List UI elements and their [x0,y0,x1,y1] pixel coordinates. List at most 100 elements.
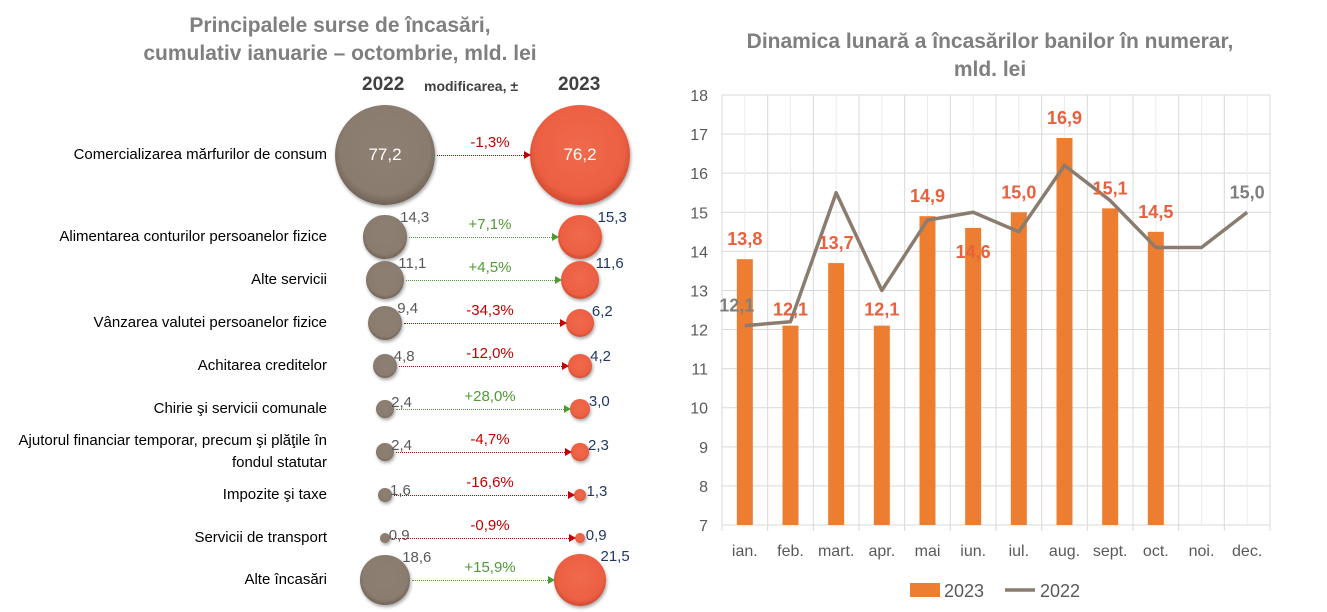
x-tick-label: iun. [960,543,986,560]
arrow-head-icon [567,491,575,499]
change-value: -12,0% [466,345,514,362]
bubble-2022 [366,261,404,299]
change-arrow-line [394,495,568,496]
change-arrow-line [405,280,555,281]
bubble-2022 [360,555,410,605]
x-tick-label: apr. [868,543,895,560]
change-value: +15,9% [464,559,516,576]
change-arrow-line [411,580,548,581]
y-tick-label: 12 [690,323,708,340]
y-tick-label: 7 [699,518,708,535]
bar-2023 [1010,212,1027,526]
category-label: Comercializarea mărfurilor de consum [73,146,327,163]
legend-label-2023: 2023 [944,581,984,601]
arrow-head-icon [568,534,576,542]
bar-data-label: 13,8 [727,229,762,249]
change-arrow-line [395,452,566,453]
x-tick-label: mai [915,543,941,560]
legend-label-2022: 2022 [1040,581,1080,601]
arrow-head-icon [565,448,573,456]
arrow-head-icon [559,319,567,327]
x-tick-label: iul. [1009,543,1029,560]
value-2022: 18,6 [402,549,432,567]
y-tick-label: 16 [690,166,708,183]
x-tick-label: feb. [777,543,804,560]
y-tick-label: 17 [690,127,708,144]
arrow-head-icon [562,362,570,370]
bubble-2023 [557,214,603,260]
change-arrow-line [399,366,563,367]
bar-data-label: 15,0 [1001,182,1036,202]
legend-swatch-2023 [910,583,940,597]
bubble-2023 [565,308,595,338]
line-data-label: 15,0 [1230,182,1265,202]
bar-data-label: 14,5 [1138,202,1173,222]
change-value: -34,3% [466,302,514,319]
arrow-head-icon [554,276,562,284]
bubble-2022 [377,487,393,503]
bar-2023 [1102,208,1119,525]
value-2022: 77,2 [368,145,402,164]
x-tick-label: dec. [1232,543,1262,560]
x-tick-label: oct. [1143,543,1169,560]
bar-2023 [965,227,982,525]
line-2022 [744,163,1249,328]
bubble-2023 [570,399,590,419]
header-2023: 2023 [558,74,601,95]
arrow-head-icon [524,151,532,159]
bar-2023 [919,216,936,525]
bar-data-label: 12,1 [773,300,808,320]
change-value: -1,3% [470,134,510,151]
y-tick-label: 13 [690,283,708,300]
value-2022: 2,4 [391,394,413,412]
value-2023: 76,2 [563,145,597,164]
bar-2023 [1147,231,1164,525]
value-2023: 11,6 [595,254,624,272]
value-2022: 0,9 [388,526,410,544]
value-2023: 2,3 [588,437,609,455]
bubble-2023 [560,260,600,300]
title-text: Dinamica lunară a încasărilor banilor în… [746,30,1234,81]
category-label: Alimentarea conturilor persoanelor fizic… [59,228,327,245]
bar-2023 [1056,138,1073,525]
category-label: Vânzarea valutei persoanelor fizice [93,314,327,331]
bubble-2022 [367,305,403,341]
arrow-head-icon [564,405,572,413]
arrow-head-icon [551,233,559,241]
value-2023: 1,3 [586,482,608,500]
change-value: +28,0% [464,388,516,405]
bubble-2023 [573,488,587,502]
x-tick-label: noi. [1189,543,1215,560]
x-tick-label: aug. [1049,543,1080,560]
bubble-2022 [372,353,398,379]
value-2022: 1,6 [390,481,411,499]
change-arrow-line [408,237,552,238]
x-tick-label: mart. [818,543,854,560]
bubble-2022 [379,532,391,544]
value-2022: 2,4 [391,437,413,455]
bar-data-label: 14,6 [956,242,991,262]
arrow-head-icon [547,576,555,584]
y-tick-label: 9 [699,440,708,457]
bar-2023 [736,259,753,525]
change-arrow-line [395,409,565,410]
left-chart-title: Principalele surse de încasări, cumulati… [80,12,600,68]
title-line: cumulativ ianuarie – octombrie, mld. lei [143,42,537,65]
change-value: +4,5% [468,259,512,276]
bar-data-label: 15,1 [1093,178,1128,198]
category-label: Chirie şi servicii comunale [153,400,327,417]
value-2023: 3,0 [588,393,610,411]
bubble-2023 [571,443,589,461]
change-value: -0,9% [470,517,510,534]
title-line: Principalele surse de încasări, [189,14,491,37]
bubble-2023 [568,354,592,378]
header-2022: 2022 [362,74,405,95]
bubble-2023 [530,105,630,205]
category-label: Ajutorul financiar temporar, precum şi p… [18,432,327,471]
bubble-2023 [574,532,586,544]
value-2023: 0,9 [585,526,607,544]
value-2022: 14,3 [400,209,430,227]
bubble-2022 [376,443,394,461]
